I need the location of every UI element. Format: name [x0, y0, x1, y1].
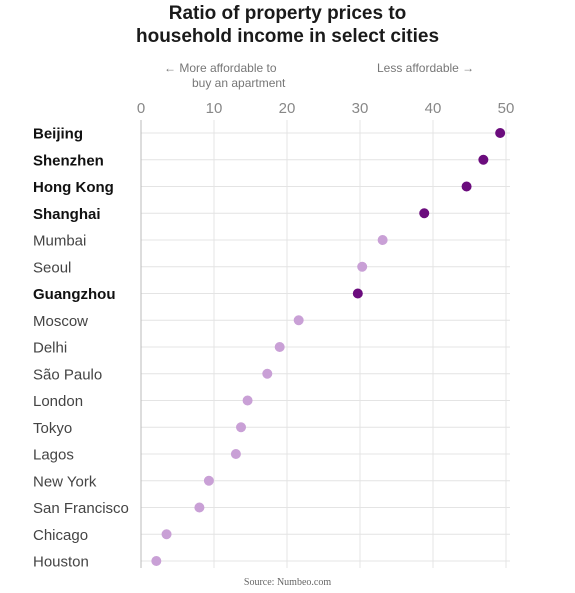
annotation-left-line-2: buy an apartment — [192, 76, 286, 90]
category-label: Seoul — [33, 259, 71, 276]
annotation-left-line-1: ← More affordable to — [164, 61, 277, 75]
data-point — [461, 181, 472, 192]
category-label: New York — [33, 473, 97, 490]
category-label: London — [33, 393, 83, 410]
chart-title-line-1: Ratio of property prices to — [168, 3, 407, 24]
data-point — [274, 342, 285, 352]
chart-title: Ratio of property prices to household in… — [0, 2, 575, 48]
data-point — [357, 261, 368, 272]
category-label: Houston — [33, 554, 89, 571]
category-label: San Francisco — [33, 500, 129, 517]
x-tick-label: 20 — [279, 100, 296, 117]
x-tick-label: 10 — [206, 100, 223, 117]
category-label: Mumbai — [33, 233, 86, 250]
x-tick-label: 50 — [498, 100, 515, 117]
data-point — [293, 315, 304, 326]
data-point — [478, 154, 489, 165]
category-label: São Paulo — [33, 366, 102, 383]
data-point — [242, 395, 253, 406]
data-point — [352, 288, 363, 299]
data-point — [151, 556, 162, 566]
category-label: Guangzhou — [33, 286, 116, 303]
category-label: Chicago — [33, 527, 88, 544]
category-label: Shenzhen — [33, 152, 104, 169]
data-point — [419, 208, 430, 219]
data-point — [495, 128, 506, 138]
category-label: Beijing — [33, 126, 83, 143]
x-tick-label: 40 — [425, 100, 442, 117]
category-label: Hong Kong — [33, 179, 114, 196]
annotation-more-affordable: ← More affordable to buy an apartment — [164, 61, 285, 91]
category-label: Shanghai — [33, 206, 101, 223]
source-note: Source: Numbeo.com — [243, 577, 332, 588]
category-label: Delhi — [33, 340, 67, 357]
data-point — [262, 368, 273, 379]
data-point — [230, 449, 241, 459]
x-tick-label: 0 — [137, 100, 145, 117]
data-point — [194, 502, 205, 513]
data-point — [203, 475, 214, 486]
data-point — [377, 235, 388, 245]
category-label: Lagos — [33, 447, 74, 464]
x-tick-label: 30 — [352, 100, 369, 117]
data-point — [161, 529, 172, 540]
chart-title-line-2: household income in select cities — [135, 26, 440, 47]
category-label: Moscow — [33, 313, 88, 330]
category-label: Tokyo — [33, 420, 72, 437]
annotation-less-affordable: Less affordable → — [377, 61, 475, 75]
data-point — [236, 422, 247, 433]
